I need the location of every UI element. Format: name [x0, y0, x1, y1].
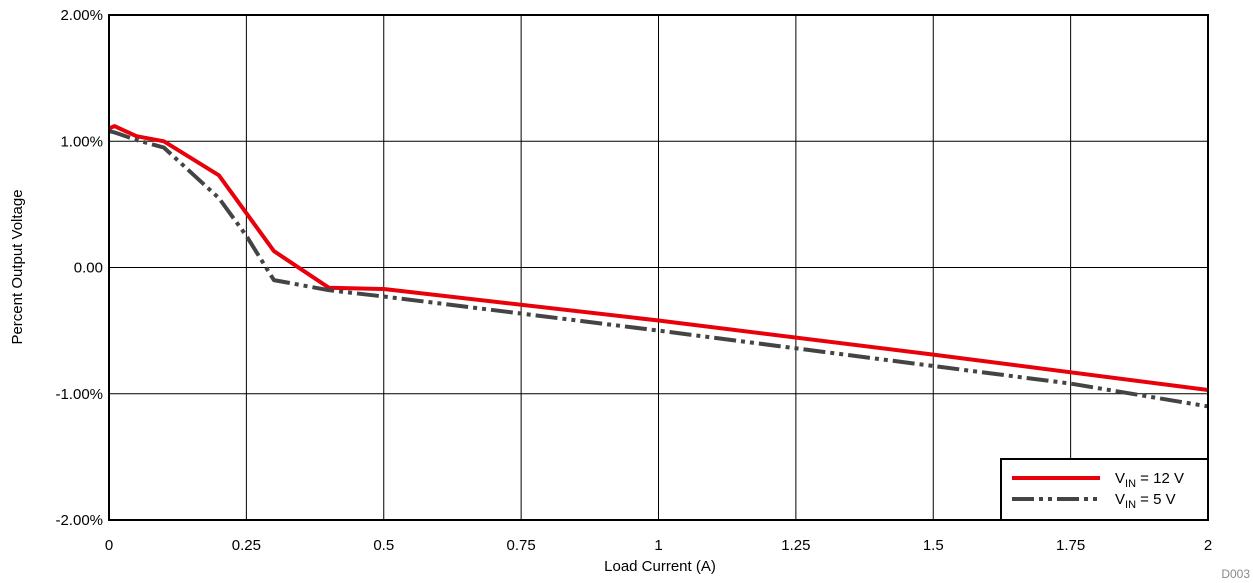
x-tick-label: 1: [654, 537, 662, 554]
x-tick-label: 2: [1204, 537, 1212, 554]
x-tick-label: 1.25: [781, 537, 810, 554]
x-tick-label: 1.75: [1056, 537, 1085, 554]
y-tick-label: 1.00%: [60, 133, 103, 150]
grid: [108, 14, 1209, 521]
x-tick-label: 0: [105, 537, 113, 554]
legend: VIN = 12 V VIN = 5 V: [1000, 458, 1209, 521]
y-tick-label: -2.00%: [55, 512, 103, 529]
y-tick-label: 0.00: [74, 260, 103, 277]
x-tick-labels: 0 0.25 0.5 0.75 1 1.25 1.5 1.75 2: [105, 537, 1212, 554]
legend-box: [1000, 458, 1209, 521]
x-tick-label: 1.5: [923, 537, 944, 554]
y-tick-labels: -2.00% -1.00% 0.00 1.00% 2.00%: [55, 7, 103, 529]
legend-label-12v: VIN = 12 V: [1115, 470, 1184, 490]
x-axis-title: Load Current (A): [604, 558, 716, 575]
x-tick-label: 0.75: [507, 537, 536, 554]
x-tick-label: 0.25: [232, 537, 261, 554]
y-tick-label: 2.00%: [60, 7, 103, 24]
plot-frame: [108, 14, 1209, 521]
series-lines: [108, 124, 1209, 409]
x-tick-label: 0.5: [373, 537, 394, 554]
legend-label-5v: VIN = 5 V: [1115, 491, 1176, 511]
y-axis-title: Percent Output Voltage: [9, 189, 26, 344]
series-line-1: [108, 129, 1209, 409]
y-tick-label: -1.00%: [55, 386, 103, 403]
footnote-code: D003: [1221, 567, 1250, 581]
series-line-0: [108, 124, 1209, 392]
